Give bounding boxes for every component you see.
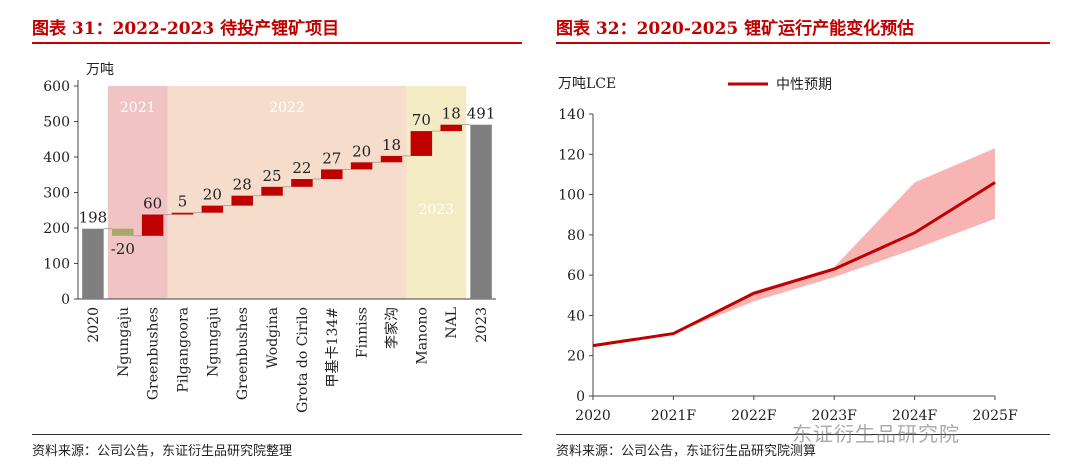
y-tick-label: 140 bbox=[558, 107, 585, 123]
value-label-13: 491 bbox=[467, 105, 496, 123]
bar-0 bbox=[82, 228, 104, 299]
y-tick-label: 200 bbox=[43, 221, 70, 237]
x-tick-label-1: 2021F bbox=[651, 408, 697, 424]
bar-6 bbox=[261, 186, 283, 196]
x-tick-label-3: 2023F bbox=[812, 408, 858, 424]
category-label-13: 2023 bbox=[474, 307, 490, 343]
y-axis-label: 万吨LCE bbox=[558, 76, 616, 92]
bar-11 bbox=[410, 131, 433, 156]
y-tick-label: 0 bbox=[576, 389, 585, 405]
right-footer-rule bbox=[556, 434, 1050, 435]
period-label-2022: 2022 bbox=[269, 100, 305, 116]
y-tick-label: 120 bbox=[558, 147, 585, 163]
left-footer-rule bbox=[32, 434, 522, 435]
value-label-3: 5 bbox=[178, 193, 188, 211]
bar-5 bbox=[231, 195, 253, 206]
y-tick-label: 20 bbox=[567, 349, 585, 365]
value-label-10: 18 bbox=[382, 136, 401, 154]
y-tick-label: 40 bbox=[567, 308, 585, 324]
category-label-4: Ngungaju bbox=[205, 307, 221, 377]
category-label-6: Wodgina bbox=[265, 307, 281, 369]
bar-8 bbox=[321, 169, 343, 180]
y-tick-label: 100 bbox=[558, 188, 585, 204]
category-label-1: Ngungaju bbox=[116, 307, 132, 377]
category-label-3: Pilgangoora bbox=[176, 307, 192, 393]
left-source-note: 资料来源：公司公告，东证衍生品研究院整理 bbox=[32, 444, 293, 459]
y-tick-label: 500 bbox=[43, 115, 70, 131]
value-label-8: 27 bbox=[322, 149, 341, 167]
category-label-8: 甲基卡134# bbox=[324, 307, 341, 387]
y-tick-label: 60 bbox=[567, 268, 585, 284]
y-tick-label: 600 bbox=[43, 79, 70, 95]
category-label-5: Greenbushes bbox=[235, 307, 251, 400]
right-chart-title: 图表 32：2020-2025 锂矿运行产能变化预估 bbox=[556, 19, 915, 39]
y-axis-label: 万吨 bbox=[86, 62, 114, 78]
bar-1 bbox=[112, 228, 134, 236]
forecast-range-band bbox=[593, 148, 995, 346]
period-label-2023: 2023 bbox=[418, 202, 454, 218]
y-tick-label: 100 bbox=[43, 257, 70, 273]
y-tick-label: 400 bbox=[43, 150, 70, 166]
value-label-5: 28 bbox=[233, 176, 252, 194]
value-label-0: 198 bbox=[79, 209, 108, 227]
category-label-9: Finniss bbox=[355, 307, 371, 358]
right-source-note: 资料来源：公司公告，东证衍生品研究院测算 bbox=[556, 444, 817, 459]
y-tick-label: 300 bbox=[43, 186, 70, 202]
y-tick-label: 80 bbox=[567, 228, 585, 244]
series-line-neutral bbox=[592, 181, 996, 348]
bar-7 bbox=[291, 179, 313, 187]
bar-4 bbox=[201, 205, 224, 213]
value-label-6: 25 bbox=[263, 167, 282, 185]
bar-10 bbox=[380, 155, 403, 163]
left-chart-title: 图表 31：2022-2023 待投产锂矿项目 bbox=[32, 19, 340, 39]
category-label-12: NAL bbox=[444, 307, 460, 339]
category-label-11: Manono bbox=[414, 307, 430, 365]
x-tick-label-4: 2024F bbox=[892, 408, 938, 424]
period-band-2023 bbox=[406, 86, 467, 299]
right-title-rule bbox=[556, 42, 1050, 44]
waterfall-chart: 2021 202220230100200300400500600万吨198-206… bbox=[43, 62, 496, 413]
value-label-4: 20 bbox=[203, 186, 222, 204]
value-label-2: 60 bbox=[143, 195, 162, 213]
bar-13 bbox=[470, 124, 492, 299]
value-label-9: 20 bbox=[352, 142, 371, 160]
category-label-10: 李家沟 bbox=[384, 307, 401, 349]
value-label-7: 22 bbox=[292, 159, 311, 177]
period-label-2021: 2021 bbox=[120, 100, 156, 116]
value-label-1: -20 bbox=[111, 240, 135, 258]
x-tick-label-5: 2025F bbox=[972, 408, 1018, 424]
value-label-12: 18 bbox=[442, 105, 461, 123]
bar-2 bbox=[141, 214, 164, 236]
bar-9 bbox=[350, 162, 373, 170]
period-band-2022 bbox=[167, 86, 407, 299]
legend-label: 中性预期 bbox=[776, 77, 832, 93]
y-tick-label: 0 bbox=[61, 292, 70, 308]
category-label-2: Greenbushes bbox=[146, 307, 162, 400]
x-tick-label-2: 2022F bbox=[731, 408, 777, 424]
period-band-2021 bbox=[107, 86, 168, 299]
value-label-11: 70 bbox=[412, 111, 431, 129]
category-label-7: Grota do Cirilo bbox=[295, 307, 311, 413]
bar-12 bbox=[440, 124, 462, 132]
category-label-0: 2020 bbox=[86, 307, 102, 343]
x-tick-label-0: 2020 bbox=[575, 408, 611, 424]
left-title-rule bbox=[32, 42, 522, 44]
watermark: 东证衍生品研究院 bbox=[792, 422, 960, 446]
capacity-line-chart: 万吨LCE 0 20 40 60 80 100 120 140 2020 2021F 2022F 202… bbox=[558, 76, 1018, 424]
bar-3 bbox=[171, 212, 194, 215]
